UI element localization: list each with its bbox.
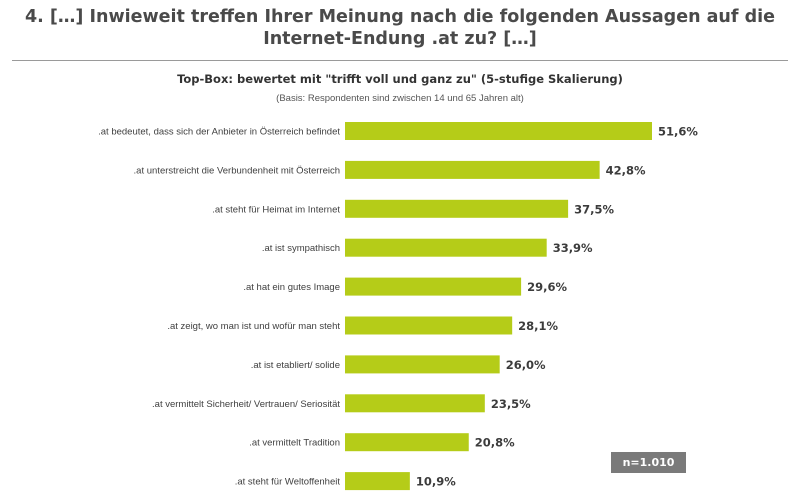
- value-label: 26,0%: [506, 358, 546, 372]
- title-divider: [12, 60, 788, 61]
- page-title-line-2: Internet-Endung .at zu? […]: [263, 29, 537, 49]
- bar: [345, 394, 485, 413]
- sample-size-badge: n=1.010: [611, 452, 686, 473]
- bar: [345, 433, 469, 452]
- bar: [345, 277, 522, 296]
- value-label: 42,8%: [606, 163, 646, 177]
- value-label: 37,5%: [574, 202, 614, 216]
- category-label: .at ist sympathisch: [262, 243, 340, 254]
- bar: [345, 316, 513, 335]
- value-label: 23,5%: [491, 397, 531, 411]
- value-label: 20,8%: [475, 436, 515, 450]
- category-label: .at hat ein gutes Image: [243, 282, 340, 293]
- category-label: .at zeigt, wo man ist und wofür man steh…: [167, 321, 340, 332]
- category-label: .at steht für Heimat im Internet: [212, 204, 340, 215]
- category-label: .at steht für Weltoffenheit: [235, 477, 341, 488]
- value-label: 29,6%: [527, 280, 567, 294]
- bar: [345, 122, 652, 140]
- category-label: .at vermittelt Sicherheit/ Vertrauen/ Se…: [152, 399, 340, 410]
- category-label: .at vermittelt Tradition: [249, 438, 340, 449]
- bar: [345, 472, 410, 491]
- bar: [345, 238, 547, 257]
- category-label: .at bedeutet, dass sich der Anbieter in …: [98, 127, 340, 138]
- category-label: .at unterstreicht die Verbundenheit mit …: [134, 165, 340, 176]
- value-label: 10,9%: [416, 475, 456, 489]
- chart-title: Top-Box: bewertet mit "trifft voll und g…: [177, 72, 623, 86]
- chart-subtitle: (Basis: Respondenten sind zwischen 14 un…: [276, 93, 524, 104]
- bar: [345, 160, 600, 179]
- value-label: 28,1%: [518, 319, 558, 333]
- value-label: 51,6%: [658, 125, 698, 139]
- category-label: .at ist etabliert/ solide: [251, 360, 340, 371]
- page-title-line-1: 4. […] Inwieweit treffen Ihrer Meinung n…: [24, 7, 775, 27]
- bar: [345, 199, 569, 218]
- value-label: 33,9%: [553, 241, 593, 255]
- bar: [345, 355, 500, 374]
